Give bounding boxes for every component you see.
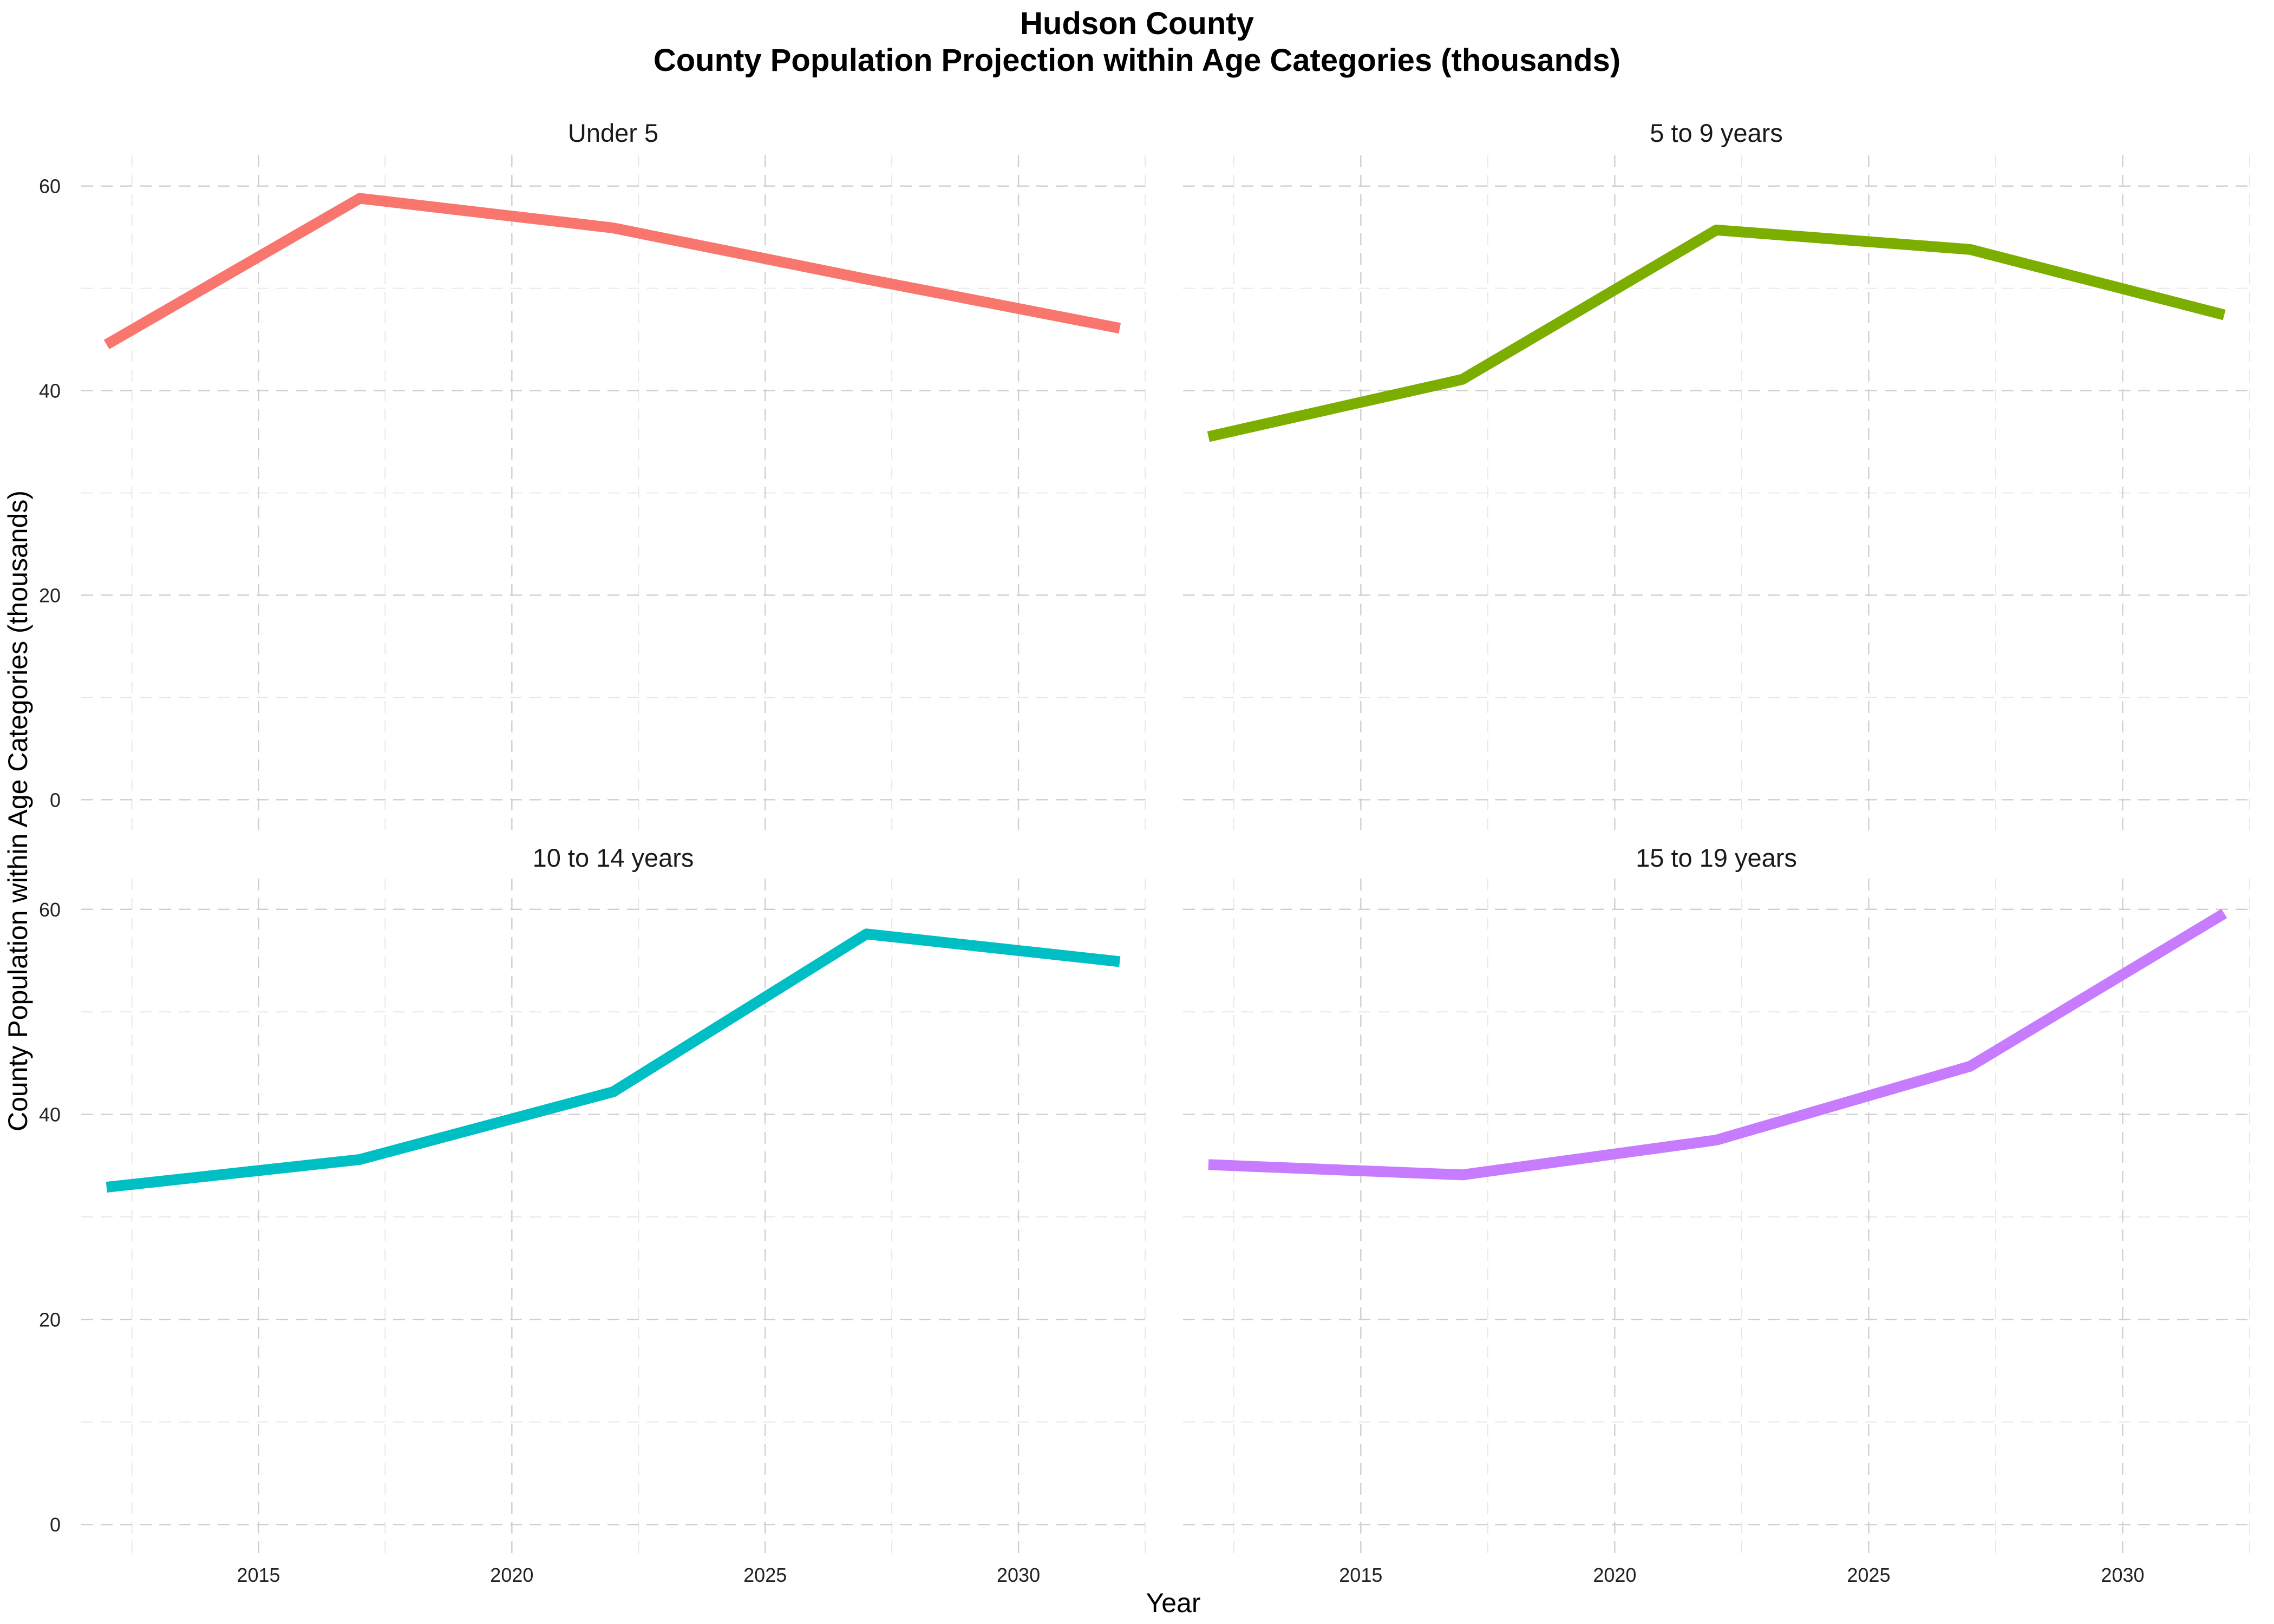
y-tick-label: 0 bbox=[50, 1514, 61, 1536]
facet-strip-label: Under 5 bbox=[568, 119, 658, 147]
x-tick-label: 2015 bbox=[1339, 1564, 1382, 1586]
x-tick-label: 2030 bbox=[997, 1564, 1040, 1586]
panels-layer: Under 5 5 to 9 years 10 to 14 years 15 to 1… bbox=[81, 119, 2250, 1555]
x-axis-title: Year bbox=[1146, 1588, 1200, 1618]
x-tick-label: 2015 bbox=[237, 1564, 280, 1586]
y-tick-label: 60 bbox=[39, 899, 61, 921]
facet-strip-label: 5 to 9 years bbox=[1650, 119, 1783, 147]
y-tick-label: 40 bbox=[39, 1104, 61, 1126]
axes-layer: 0 20 40 60 0 20 40 60 2015 2020 2025 2030 2015 2020 20… bbox=[39, 175, 2145, 1586]
chart-title-line-2: County Population Projection within Age … bbox=[653, 43, 1621, 78]
chart-title-line-1: Hudson County bbox=[1020, 6, 1254, 41]
x-tick-label: 2020 bbox=[1593, 1564, 1636, 1586]
y-tick-label: 20 bbox=[39, 1308, 61, 1331]
y-tick-label: 40 bbox=[39, 380, 61, 402]
y-tick-label: 20 bbox=[39, 584, 61, 606]
y-axis-title: County Population within Age Categories … bbox=[3, 490, 33, 1131]
panel-4: 15 to 19 years bbox=[1183, 843, 2250, 1555]
x-tick-label: 2025 bbox=[1847, 1564, 1890, 1586]
facet-strip-label: 10 to 14 years bbox=[533, 843, 694, 872]
panel-2: 5 to 9 years bbox=[1183, 119, 2250, 830]
chart-title: Hudson County County Population Projecti… bbox=[0, 5, 2274, 79]
panel-3: 10 to 14 years bbox=[81, 843, 1146, 1555]
y-tick-label: 60 bbox=[39, 175, 61, 198]
x-tick-label: 2020 bbox=[490, 1564, 533, 1586]
x-tick-label: 2030 bbox=[2101, 1564, 2144, 1586]
facet-strip-label: 15 to 19 years bbox=[1636, 843, 1797, 872]
x-tick-label: 2025 bbox=[743, 1564, 787, 1586]
panel-1: Under 5 bbox=[81, 119, 1146, 830]
y-tick-label: 0 bbox=[50, 789, 61, 811]
